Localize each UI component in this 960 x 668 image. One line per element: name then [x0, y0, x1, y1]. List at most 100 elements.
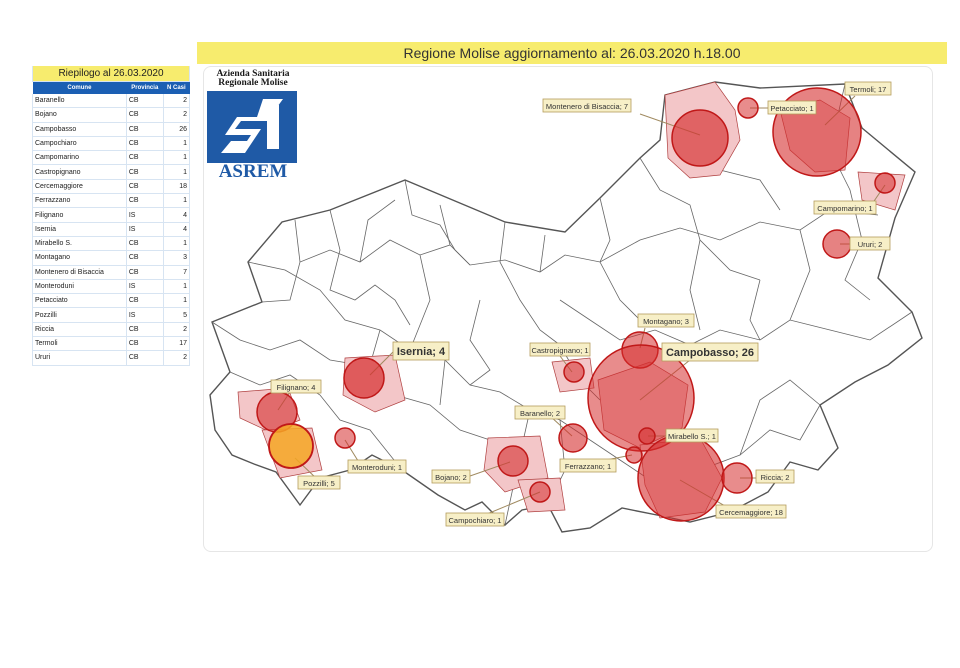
table-row: Ferrazzano CB 1: [32, 193, 191, 209]
label-petacciato: Petacciato; 1: [767, 100, 817, 115]
circle-castropignano: [563, 361, 585, 383]
column-header-casi: N Casi: [163, 81, 190, 94]
table-row: Campochiaro CB 1: [32, 136, 191, 152]
label-isernia: Isernia; 4: [392, 341, 450, 361]
circle-campomarino: [874, 172, 896, 194]
circle-bojano: [497, 445, 529, 477]
svg-text:Termoli; 17: Termoli; 17: [850, 85, 887, 94]
table-row: Campomarino CB 1: [32, 150, 191, 166]
label-campomarino: Campomarino; 1: [813, 200, 877, 215]
cell-casi: 4: [162, 222, 191, 237]
logo-wordmark: ASREM: [218, 161, 288, 182]
table-row: Ururi CB 2: [32, 350, 191, 366]
svg-text:Riccia; 2: Riccia; 2: [761, 473, 790, 482]
molise-region-outline: [209, 81, 923, 533]
cell-comune: Ururi: [32, 350, 127, 366]
circle-mirabello: [638, 427, 656, 445]
cell-comune: Montagano: [32, 250, 127, 266]
table-row: Castropignano CB 1: [32, 164, 191, 180]
cell-casi: 7: [162, 265, 191, 280]
circle-isernia: [343, 357, 385, 399]
cell-casi: 1: [162, 279, 191, 295]
table-row: Bojano CB 2: [32, 107, 191, 123]
label-monteroduni: Monteroduni; 1: [347, 459, 407, 474]
svg-text:Bojano; 2: Bojano; 2: [435, 473, 467, 482]
summary-table-header: Comune Provincia N Casi: [32, 81, 190, 94]
label-filignano: Filignano; 4: [270, 379, 322, 394]
cell-casi: 1: [162, 150, 191, 166]
label-riccia: Riccia; 2: [755, 469, 795, 484]
label-campobasso: Campobasso; 26: [661, 342, 759, 362]
svg-text:Montagano; 3: Montagano; 3: [643, 317, 689, 326]
circle-riccia: [721, 462, 753, 494]
case-circles: [256, 87, 896, 522]
logo-text: Azienda Sanitaria Regionale Molise: [207, 69, 299, 88]
cell-casi: 4: [162, 207, 191, 223]
svg-text:Campobasso; 26: Campobasso; 26: [666, 347, 754, 359]
cell-casi: 2: [162, 107, 191, 123]
cell-casi: 1: [162, 236, 191, 252]
svg-text:Ururi; 2: Ururi; 2: [858, 240, 883, 249]
cell-casi: 2: [162, 322, 191, 338]
column-header-comune: Comune: [32, 81, 127, 94]
cell-comune: Mirabello S.: [32, 236, 127, 252]
table-row: Montenero di Bisaccia CB 7: [32, 265, 191, 280]
circle-ferrazzano: [625, 446, 643, 464]
cell-comune: Termoli: [32, 336, 127, 352]
table-row: Mirabello S. CB 1: [32, 236, 191, 252]
table-row: Petacciato CB 1: [32, 293, 191, 309]
circle-pozzilli: [268, 423, 314, 469]
label-castropignano: Castropignano; 1: [529, 342, 591, 357]
cell-comune: Bojano: [32, 107, 127, 123]
label-cercemaggiore: Cercemaggiore; 18: [715, 504, 787, 519]
cell-comune: Petacciato: [32, 293, 127, 309]
circle-baranello: [558, 423, 588, 453]
table-row: Riccia CB 2: [32, 322, 191, 338]
table-row: Baranello CB 2: [32, 94, 191, 109]
cell-casi: 5: [162, 307, 191, 323]
cell-casi: 1: [162, 136, 191, 152]
cell-casi: 26: [162, 122, 191, 137]
label-montenero: Montenero di Bisaccia; 7: [542, 98, 632, 113]
label-montagano: Montagano; 3: [637, 313, 695, 328]
svg-text:Petacciato; 1: Petacciato; 1: [770, 104, 813, 113]
label-pozzilli: Pozzilli; 5: [297, 475, 341, 490]
cell-comune: Riccia: [32, 322, 127, 338]
cell-comune: Monteroduni: [32, 279, 127, 295]
circle-cercemaggiore: [637, 434, 725, 522]
logo-emblem-icon: [207, 91, 297, 163]
cell-comune: Pozzilli: [32, 307, 127, 323]
cell-casi: 1: [162, 164, 191, 180]
cell-casi: 2: [162, 94, 191, 109]
svg-text:Isernia; 4: Isernia; 4: [397, 346, 446, 358]
summary-table-title: Riepilogo al 26.03.2020: [32, 66, 190, 82]
cell-comune: Campochiaro: [32, 136, 127, 152]
circle-campochiaro: [529, 481, 551, 503]
cell-casi: 1: [162, 293, 191, 309]
label-mirabello: Mirabello S.; 1: [665, 428, 719, 443]
svg-text:Pozzilli; 5: Pozzilli; 5: [303, 479, 335, 488]
label-ururi: Ururi; 2: [849, 236, 891, 251]
label-ferrazzano: Ferrazzano; 1: [559, 458, 617, 473]
table-row: Termoli CB 17: [32, 336, 191, 352]
svg-text:Baranello; 2: Baranello; 2: [520, 409, 560, 418]
cell-casi: 2: [162, 350, 191, 366]
cell-comune: Isernia: [32, 222, 127, 237]
summary-table: Riepilogo al 26.03.2020 Comune Provincia…: [32, 66, 191, 366]
table-row: Isernia IS 4: [32, 222, 191, 237]
cell-comune: Montenero di Bisaccia: [32, 265, 127, 280]
svg-text:Montenero di Bisaccia; 7: Montenero di Bisaccia; 7: [546, 102, 628, 111]
label-baranello: Baranello; 2: [514, 405, 566, 420]
cell-comune: Cercemaggiore: [32, 179, 127, 195]
table-row: Pozzilli IS 5: [32, 307, 191, 323]
logo-line-1: Azienda Sanitaria: [216, 69, 290, 79]
table-row: Montagano CB 3: [32, 250, 191, 266]
cell-casi: 17: [162, 336, 191, 352]
circle-petacciato: [737, 97, 759, 119]
cell-casi: 1: [162, 193, 191, 209]
cell-comune: Filignano: [32, 207, 127, 223]
asrem-logo: Azienda Sanitaria Regionale Molise ASREM: [207, 69, 299, 182]
circle-monteroduni: [334, 427, 356, 449]
label-bojano: Bojano; 2: [431, 469, 471, 484]
